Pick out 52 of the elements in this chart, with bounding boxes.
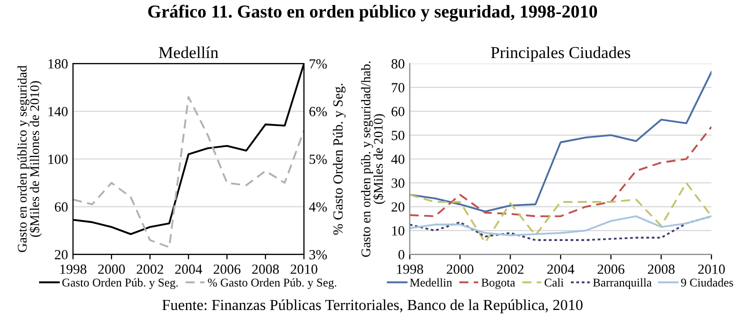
source-note: Fuente: Finanzas Públicas Territoriales, Banco de la República, 2010 — [162, 299, 583, 314]
y-tick-label: 10 — [392, 226, 404, 236]
y-tick-label: 40 — [391, 154, 404, 164]
y-tick-label: 60 — [392, 106, 404, 116]
x-tick-label: 2004 — [547, 264, 574, 274]
line-series — [410, 71, 712, 212]
y-tick-label: 20 — [54, 250, 68, 260]
line-series — [73, 96, 304, 248]
chart-subtitle: Principales Ciudades — [490, 46, 630, 62]
legend-label: Gasto Orden Púb. y Seg. — [62, 278, 178, 290]
y-axis-title: Gasto en orden púb. y seguridad/hab. ($Miles de 2010) — [361, 61, 386, 257]
text: Gráfico 11. Gasto en orden público y seguridad, 1998-2010 — [148, 4, 598, 22]
x-tick-label: 2010 — [698, 264, 725, 274]
legend-label: Medellin — [410, 278, 452, 287]
x-tick-label: 1998 — [397, 264, 424, 274]
line-series — [410, 126, 712, 218]
chart-subtitle: Medellín — [158, 46, 218, 58]
x-tick-label: 2008 — [252, 264, 279, 274]
legend-label: % Gasto Orden Púb. y Seg. — [208, 278, 336, 290]
legend-label: Cali — [544, 278, 564, 287]
line-series — [410, 182, 712, 244]
x-tick-label: 2008 — [648, 264, 675, 274]
y-tick-label: 80 — [392, 59, 404, 69]
x-tick-label: 2002 — [497, 264, 524, 274]
x-tick-label: 2000 — [98, 264, 125, 274]
x-tick-label: 2002 — [136, 264, 164, 274]
legend-label: Barranquilla — [593, 278, 652, 289]
y2-tick-label: 7% — [310, 59, 327, 69]
y-tick-label: 100 — [48, 154, 68, 164]
y-axis-title: Gasto en orden público y seguridad ($Miles de Millones de 2010) — [17, 66, 42, 252]
x-tick-label: 2004 — [175, 264, 202, 274]
y2-tick-label: 6% — [309, 106, 327, 116]
y2-tick-label: 5% — [310, 154, 327, 164]
x-tick-label: 2006 — [598, 264, 624, 274]
y-tick-label: 140 — [48, 106, 68, 116]
x-tick-label: 2006 — [214, 264, 240, 274]
x-tick-label: 1998 — [60, 264, 86, 274]
x-tick-label: 2000 — [446, 264, 474, 274]
y-tick-label: 70 — [392, 83, 404, 92]
y2-tick-label: 4% — [309, 202, 327, 212]
y-tick-label: 0 — [398, 250, 404, 260]
legend-label: 9 Ciudades — [681, 278, 734, 287]
x-tick-label: 2010 — [290, 264, 318, 274]
y-tick-label: 30 — [392, 178, 404, 188]
y-tick-label: 20 — [392, 202, 404, 212]
legend-label: Bogota — [481, 278, 516, 290]
y-tick-label: 60 — [54, 202, 68, 212]
y2-tick-label: 3% — [309, 250, 327, 260]
line-series — [410, 215, 712, 236]
y2-axis-title: % Gasto Orden Púb. y Seg. — [332, 84, 346, 235]
y-tick-label: 180 — [48, 59, 68, 69]
y-tick-label: 50 — [392, 130, 404, 140]
